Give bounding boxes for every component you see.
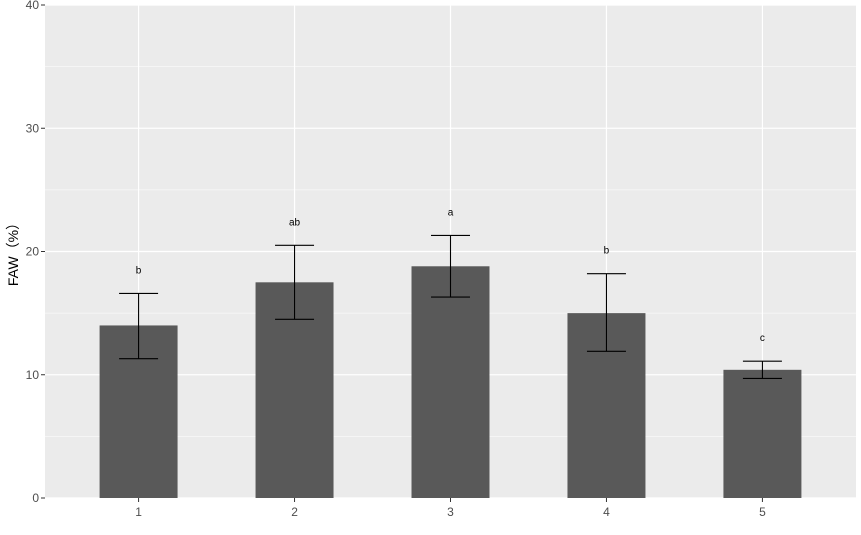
y-tick-label: 40 [26,0,40,12]
x-tick-label: 1 [135,505,142,519]
y-tick-label: 0 [32,491,39,505]
x-tick-label: 5 [759,505,766,519]
y-tick-label: 20 [26,245,40,259]
x-tick-label: 4 [603,505,610,519]
x-axis: 1 2 3 4 5 [135,498,766,519]
x-tick-label: 3 [447,505,454,519]
significance-label: ab [289,217,301,228]
y-axis-title: FAW（%） [5,216,21,286]
significance-label: b [136,265,142,276]
y-tick-label: 10 [26,368,40,382]
error-bars [119,234,782,379]
significance-label: b [604,246,610,257]
y-axis: 0 10 20 30 40 [26,0,45,505]
bars [99,266,802,498]
significance-label: c [760,333,765,344]
x-tick-label: 2 [291,505,298,519]
y-tick-label: 30 [26,121,40,135]
bar-3 [411,266,490,498]
bar-5 [723,369,802,498]
significance-label: a [448,207,454,218]
